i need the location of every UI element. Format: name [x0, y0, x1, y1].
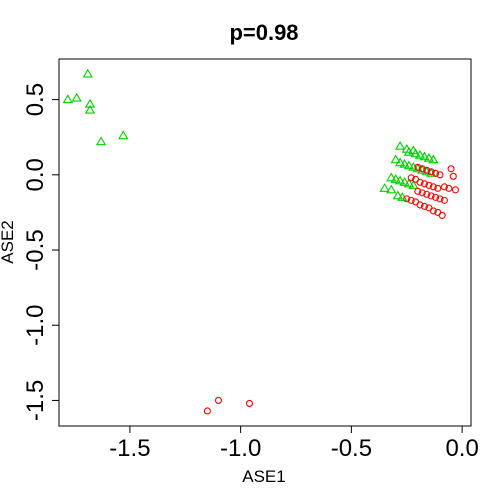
circle-point [407, 196, 415, 204]
circle-point [245, 399, 254, 407]
x-tick-label: -1.5 [109, 435, 150, 462]
triangle-point [392, 190, 404, 200]
triangle-point [408, 180, 419, 189]
circle-point [447, 165, 455, 173]
y-tick-label: 0.5 [22, 83, 49, 116]
circle-point [203, 407, 211, 415]
circle-point [440, 183, 448, 191]
y-tick-label: -0.5 [22, 229, 49, 270]
circle-point [429, 183, 437, 191]
circle-point [427, 192, 435, 200]
circle-point [436, 195, 444, 203]
circle-point [414, 163, 422, 171]
x-tick-label: -0.5 [331, 435, 372, 462]
circle-point [416, 178, 424, 186]
data-points [62, 68, 460, 415]
triangle-point [399, 177, 410, 186]
circle-point [445, 184, 453, 192]
triangle-point [390, 174, 401, 183]
circle-point [438, 211, 446, 219]
x-tick-label: 0.0 [445, 435, 478, 462]
triangle-point [414, 149, 426, 159]
triangle-point [394, 175, 406, 185]
triangle-point [386, 184, 397, 194]
circle-point [432, 169, 440, 177]
triangle-point [419, 151, 430, 161]
circle-point [418, 165, 426, 173]
circle-point [423, 190, 431, 198]
triangle-point [82, 68, 93, 78]
circle-point [420, 202, 429, 210]
circle-point [403, 195, 411, 203]
triangle-point [403, 160, 415, 170]
triangle-point [390, 154, 401, 164]
y-axis: -1.5 -1.0 -0.5 0.0 0.5 [22, 83, 59, 421]
y-tick-label: 0.0 [22, 158, 49, 191]
y-tick-label: -1.5 [22, 380, 49, 421]
circle-point [434, 184, 442, 192]
circle-point [429, 207, 437, 215]
triangle-point [95, 136, 107, 146]
triangle-point [410, 148, 421, 158]
circle-point [436, 171, 444, 179]
triangle-point [408, 162, 419, 171]
triangle-point [62, 94, 74, 104]
triangle-point [84, 104, 96, 114]
circle-point [407, 174, 415, 182]
triangle-point [84, 98, 96, 108]
circle-point [425, 181, 433, 189]
circle-point [420, 180, 429, 188]
triangle-point [399, 159, 410, 168]
triangle-point [403, 178, 415, 188]
circle-point [427, 168, 435, 176]
triangle-point [379, 183, 390, 192]
x-tick-label: -1.0 [220, 435, 261, 462]
circle-point [214, 396, 223, 404]
circle-point [414, 187, 422, 195]
y-tick-label: -1.0 [22, 305, 49, 346]
circle-point [440, 196, 448, 204]
x-axis-title: ASE1 [242, 467, 285, 486]
triangle-point [412, 163, 424, 173]
plot-frame [58, 58, 472, 427]
triangle-point [386, 172, 397, 182]
circle-point [416, 201, 424, 209]
y-axis-title: ASE2 [0, 220, 17, 263]
triangle-point [71, 92, 82, 102]
triangle-point [428, 154, 439, 164]
chart-title: p=0.98 [229, 20, 298, 45]
x-axis: -1.5 -1.0 -0.5 0.0 [109, 426, 479, 462]
triangle-point [394, 157, 406, 167]
circle-point [418, 189, 426, 197]
triangle-point [423, 152, 435, 162]
circle-point [451, 186, 460, 194]
circle-point [449, 172, 457, 180]
triangle-point [118, 130, 129, 140]
triangle-point [394, 140, 406, 150]
circle-point [423, 166, 431, 174]
triangle-point [403, 146, 415, 156]
circle-point [432, 193, 440, 201]
